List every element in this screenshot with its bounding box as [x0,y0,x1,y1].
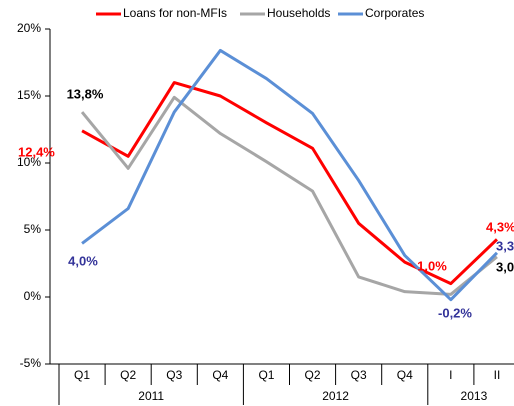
series-line [81,48,499,302]
y-tick-label: 20% [17,21,41,35]
series-line [80,95,498,296]
x-group-label: 2011 [138,389,164,403]
data-label: -0,2% [438,305,472,320]
y-tick-label: 5% [24,222,42,236]
legend-label: Corporates [365,6,424,20]
y-tick-label: 15% [17,88,41,102]
legend-label: Loans for non-MFIs [123,6,227,20]
series-line [81,81,498,286]
data-label: 12,4% [18,144,55,159]
x-tick-label: Q2 [305,368,321,382]
x-tick-label: Q2 [120,368,136,382]
data-label: 4,3% [486,219,514,234]
x-group-label: 2012 [322,389,349,403]
data-label: 3,3 [496,238,514,253]
x-tick-label: Q1 [74,368,90,382]
x-tick-label: II [494,368,501,382]
data-label: 4,0% [68,253,98,268]
x-tick-label: Q3 [166,368,182,382]
x-tick-label: Q4 [212,368,228,382]
x-tick-label: Q3 [351,368,367,382]
data-label: 3,0 [496,259,514,274]
x-group-label: 2013 [461,389,488,403]
x-tick-label: Q1 [258,368,274,382]
y-tick-label: -5% [20,356,42,370]
legend-label: Households [267,6,330,20]
x-tick-label: Q4 [397,368,413,382]
y-tick-label: 10% [17,155,41,169]
x-tick-label: I [449,368,452,382]
data-label: 13,8% [67,86,104,101]
data-label: 1,0% [417,258,447,273]
y-tick-label: 0% [24,289,42,303]
